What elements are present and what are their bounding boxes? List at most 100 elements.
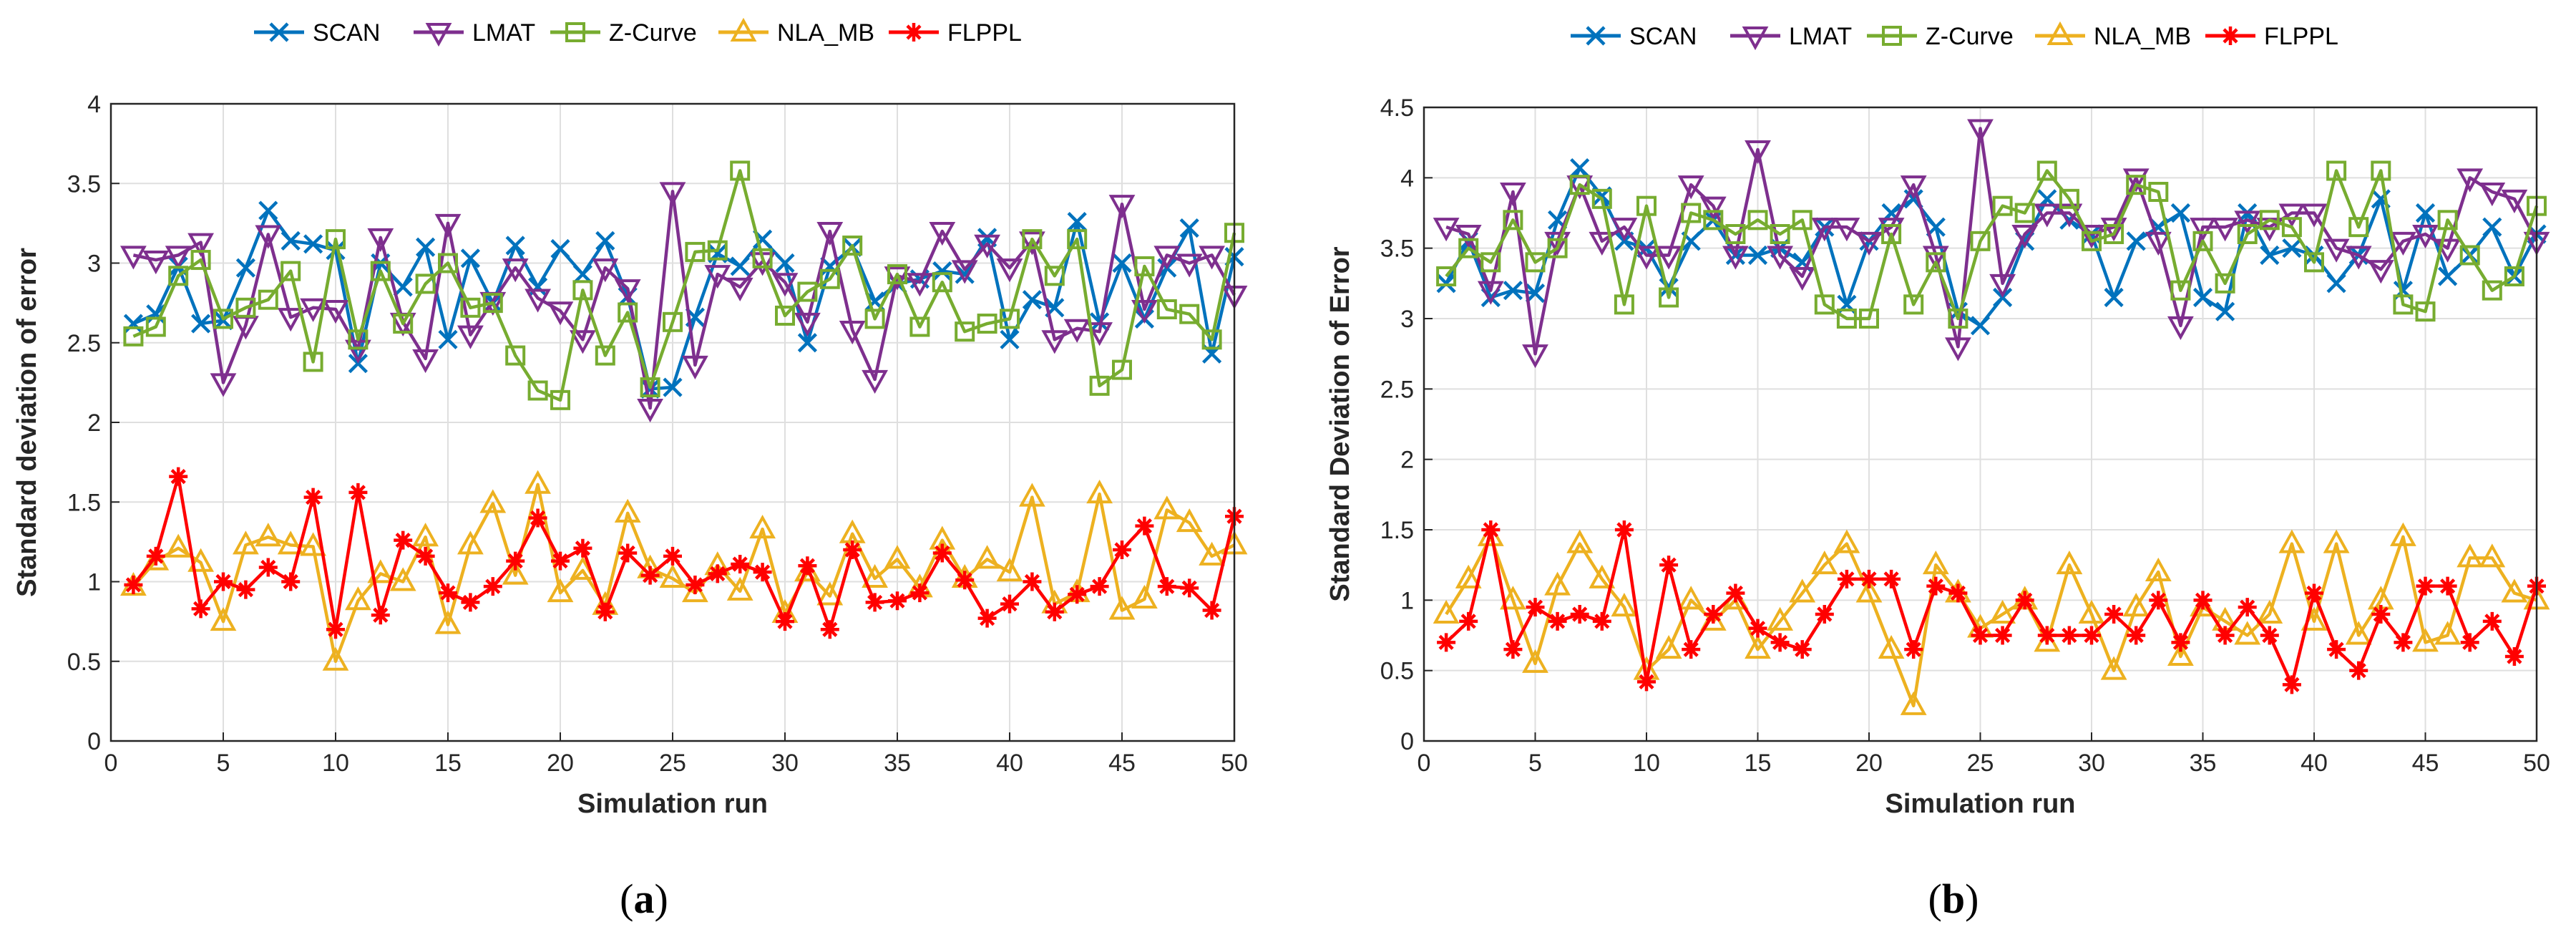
data-point <box>326 241 346 261</box>
data-point <box>955 321 975 342</box>
data-point <box>2212 218 2238 242</box>
data-point <box>1989 599 2016 624</box>
data-point <box>2256 599 2283 624</box>
data-point <box>2457 168 2484 193</box>
data-point <box>1748 619 1767 638</box>
data-point <box>2034 203 2061 228</box>
legend-item: FLPPL <box>2205 23 2338 50</box>
legend-marker <box>904 23 923 42</box>
legend-label: NLA_MB <box>2094 23 2191 50</box>
series-z-curve <box>123 160 1244 410</box>
data-point <box>1703 210 1724 231</box>
data-point <box>797 281 818 302</box>
data-point <box>258 558 278 577</box>
data-point <box>682 355 708 380</box>
legend-item: Z-Curve <box>550 19 697 47</box>
x-tick-label: 45 <box>2412 750 2439 777</box>
data-point <box>1503 640 1523 659</box>
y-tick-label: 3.5 <box>1380 236 1414 263</box>
legend-item: Z-Curve <box>1867 23 2014 50</box>
data-point <box>685 241 706 262</box>
data-point <box>1745 140 1771 165</box>
legend-item: SCAN <box>1571 23 1697 50</box>
legend: SCAN LMAT Z-Curve NLA_MB FLPPL <box>1571 21 2338 51</box>
data-point <box>1436 266 1457 286</box>
data-point <box>1945 337 1971 362</box>
data-point <box>2438 266 2458 286</box>
data-point <box>190 250 211 271</box>
data-point <box>2260 626 2279 645</box>
data-point <box>2238 598 2257 617</box>
data-point <box>731 555 750 574</box>
data-point <box>2501 578 2528 603</box>
data-point <box>2100 656 2127 680</box>
data-point <box>2059 626 2079 645</box>
data-point <box>1000 594 1019 614</box>
data-point <box>1948 583 1968 603</box>
ticks: 0 5 10 15 20 25 30 35 40 45 50 0 0.5 1 1.5 2 2.5 3 3.5 4 4.5 <box>1380 94 2550 777</box>
data-point <box>775 305 795 326</box>
data-point <box>1722 246 1749 270</box>
data-point <box>525 470 551 494</box>
data-point <box>371 606 390 625</box>
data-point <box>2504 647 2524 666</box>
data-point <box>1176 508 1203 533</box>
data-point <box>614 498 641 523</box>
data-point <box>1045 602 1064 621</box>
data-point <box>2056 551 2083 575</box>
legend-item: SCAN <box>254 19 380 47</box>
data-point <box>659 182 686 206</box>
data-point <box>614 279 641 304</box>
data-point <box>1792 210 1813 231</box>
data-point <box>865 593 884 612</box>
data-point <box>977 314 997 334</box>
data-point <box>322 300 349 324</box>
data-point <box>1437 633 1456 652</box>
data-point <box>300 298 326 322</box>
data-point <box>2259 210 2280 231</box>
data-point <box>1789 578 1816 603</box>
data-point <box>1112 359 1132 380</box>
data-point <box>618 543 638 563</box>
data-point <box>2215 273 2235 294</box>
data-point <box>235 258 255 278</box>
data-point <box>1792 640 1812 659</box>
legend-marker <box>2221 26 2240 45</box>
data-point <box>506 551 525 571</box>
data-point <box>573 538 592 558</box>
data-point <box>663 311 683 332</box>
data-point <box>1063 319 1091 343</box>
data-point <box>210 373 237 397</box>
panel-caption: (a) <box>620 876 668 922</box>
y-tick-label: 0.5 <box>1380 658 1414 685</box>
series-line <box>132 208 1236 391</box>
data-point <box>1855 578 1883 603</box>
data-point <box>345 339 371 364</box>
data-point <box>1481 520 1501 539</box>
data-point <box>1022 229 1043 250</box>
data-point <box>864 309 885 329</box>
data-point <box>820 620 839 639</box>
data-point <box>527 380 548 401</box>
panel-caption: (b) <box>1928 876 1979 922</box>
data-point <box>2434 238 2461 263</box>
data-point <box>1022 290 1042 310</box>
data-point <box>932 543 952 563</box>
caption-letter: a <box>634 876 655 922</box>
data-point <box>438 329 458 349</box>
data-point <box>842 236 863 256</box>
data-point <box>280 261 301 281</box>
data-point <box>1655 246 1682 270</box>
data-point <box>2127 626 2146 645</box>
data-point <box>686 575 705 594</box>
legend-marker <box>269 22 289 42</box>
data-point <box>797 333 817 353</box>
data-point <box>1903 294 1924 315</box>
data-point <box>438 253 458 273</box>
data-point <box>1881 224 1902 244</box>
data-point <box>457 530 484 555</box>
data-point <box>839 320 866 345</box>
data-point <box>1878 218 1905 242</box>
data-point <box>2037 626 2057 645</box>
data-point <box>1611 593 1638 617</box>
